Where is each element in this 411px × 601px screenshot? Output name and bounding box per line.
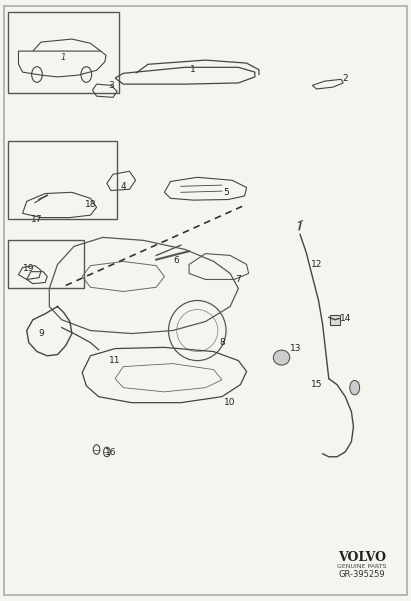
Circle shape — [350, 380, 360, 395]
Text: 4: 4 — [120, 182, 126, 191]
Text: GR-395259: GR-395259 — [338, 570, 385, 579]
Text: 13: 13 — [290, 344, 302, 353]
Ellipse shape — [273, 350, 290, 365]
Text: 19: 19 — [23, 264, 35, 273]
Text: 8: 8 — [219, 338, 225, 347]
Text: 7: 7 — [236, 275, 241, 284]
Text: 18: 18 — [85, 200, 96, 209]
Text: 10: 10 — [224, 398, 236, 407]
Text: 15: 15 — [311, 380, 322, 389]
Text: 1: 1 — [61, 53, 67, 61]
Text: 16: 16 — [105, 448, 117, 457]
Text: 11: 11 — [109, 356, 121, 365]
Text: GENUINE PARTS: GENUINE PARTS — [337, 564, 386, 569]
Text: 17: 17 — [31, 215, 43, 224]
Text: 2: 2 — [342, 74, 348, 82]
Text: 1: 1 — [190, 65, 196, 73]
Text: 9: 9 — [38, 329, 44, 338]
Text: 12: 12 — [311, 260, 322, 269]
Text: 3: 3 — [108, 82, 114, 90]
Text: 14: 14 — [339, 314, 351, 323]
Text: 5: 5 — [223, 188, 229, 197]
Text: 6: 6 — [174, 256, 180, 264]
Text: VOLVO: VOLVO — [338, 551, 386, 564]
FancyBboxPatch shape — [330, 315, 340, 325]
